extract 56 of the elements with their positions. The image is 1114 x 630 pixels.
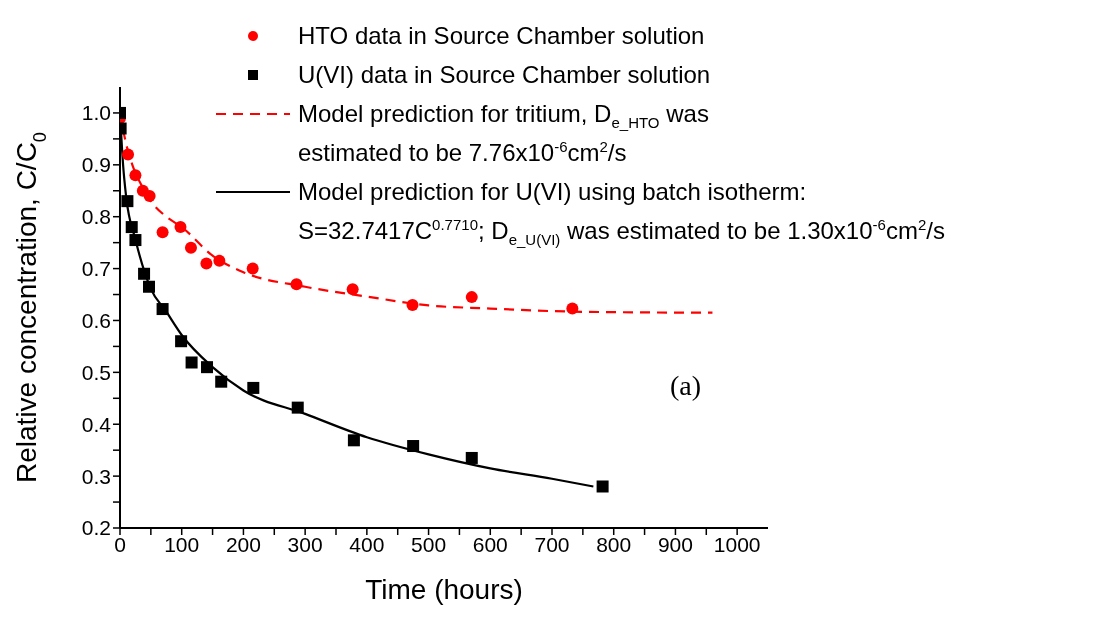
text: Model prediction for tritium, D$_{e_HTO}$ was estimated to be 7.76x10$^{-6}$cm$^{2}$/s [298, 100, 709, 166]
point [138, 267, 151, 280]
point [246, 262, 259, 275]
point [200, 257, 213, 270]
x-tick-label: 800 [596, 532, 632, 556]
annotation: (a) [670, 370, 702, 402]
point [156, 226, 169, 239]
y-tick-label: 0.8 [81, 205, 111, 229]
point [184, 241, 197, 254]
point [143, 189, 156, 202]
point [143, 280, 156, 293]
point [215, 375, 228, 388]
legend-label: U(VI) data in Source Chamber solution [298, 60, 711, 90]
x-tick-label: 400 [349, 532, 385, 556]
y-tick-label: 0.4 [81, 412, 112, 436]
point [201, 361, 214, 374]
point [596, 480, 609, 493]
point [213, 254, 226, 267]
point [129, 169, 142, 182]
point [406, 298, 419, 311]
y-tick-label: 0.2 [81, 516, 111, 540]
point [566, 302, 579, 315]
x-axis-title: Time (hours) [365, 574, 523, 605]
legend-label: HTO data in Source Chamber solution [298, 21, 705, 51]
point [291, 401, 304, 414]
point [465, 291, 478, 304]
x-tick-label: 600 [472, 532, 508, 556]
point [125, 221, 138, 234]
x-tick-label: 0 [114, 532, 126, 556]
x-tick-label: 100 [164, 532, 200, 556]
y-tick-label: 0.6 [81, 308, 111, 332]
point [347, 434, 360, 447]
point [185, 356, 198, 369]
point [174, 221, 187, 234]
x-tick-label: 700 [534, 532, 570, 556]
point [346, 283, 359, 296]
y-tick-label: 0.3 [81, 464, 111, 488]
y-tick-label: 0.9 [81, 153, 111, 177]
y-tick-label: 1.0 [81, 101, 111, 125]
point [407, 440, 420, 453]
point [247, 381, 260, 394]
x-tick-label: 500 [411, 532, 447, 556]
x-tick-label: 300 [287, 532, 323, 556]
y-tick-label: 0.7 [81, 257, 111, 281]
point [129, 234, 142, 247]
x-tick-label: 1000 [713, 532, 761, 556]
x-tick-label: 200 [225, 532, 261, 556]
point [290, 278, 303, 291]
point [122, 148, 135, 161]
text: Model prediction for U(VI) using batch isotherm: S=32.7417C$^{0.7710}$; D$_{e_U(VI)}$ was estimated to be 1.30x10$^{-6}$cm$^{2}$/s [298, 178, 945, 248]
y-tick-label: 0.5 [81, 360, 111, 384]
point [156, 303, 169, 316]
point [175, 335, 188, 348]
point [121, 195, 134, 208]
point [465, 451, 478, 464]
x-tick-label: 900 [657, 532, 693, 556]
